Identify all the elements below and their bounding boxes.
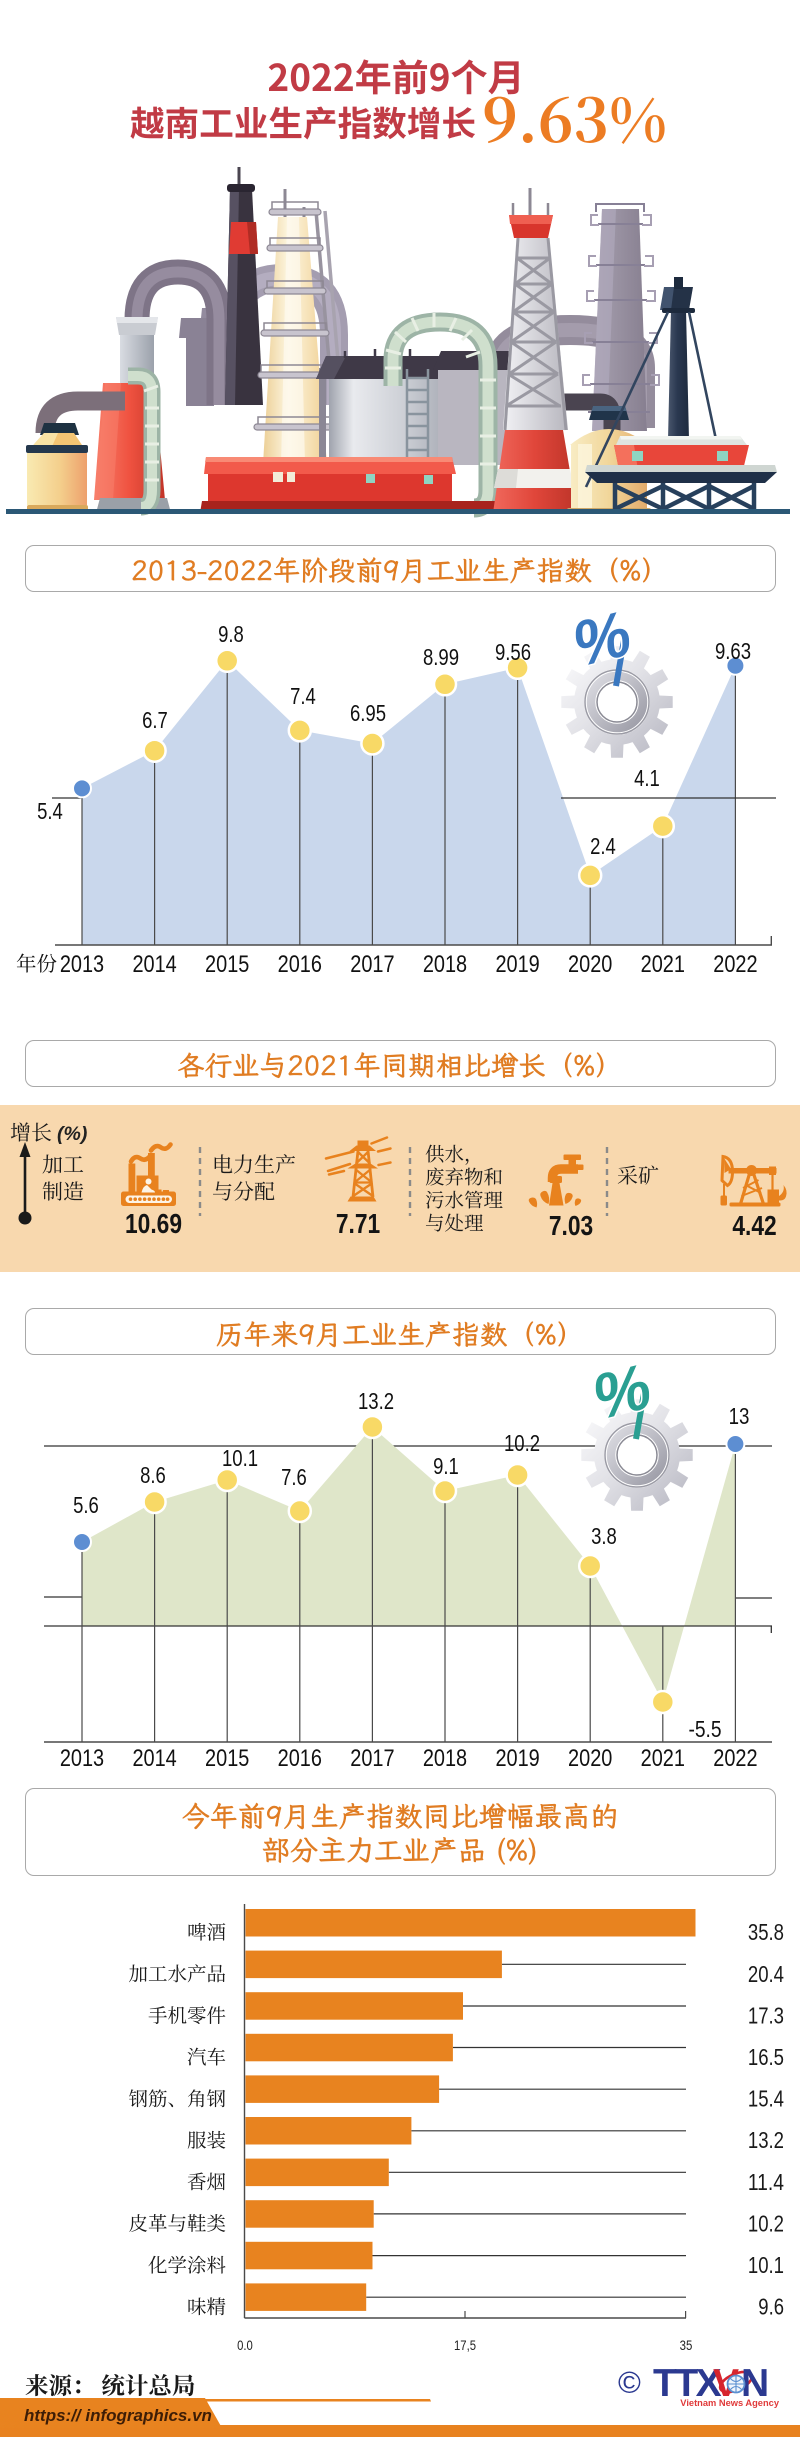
svg-text:17,5: 17,5 [454, 2337, 476, 2353]
svg-text:10.69: 10.69 [125, 1208, 182, 1239]
svg-text:10.1: 10.1 [748, 2252, 784, 2278]
svg-text:15.4: 15.4 [748, 2086, 784, 2112]
svg-text:2019: 2019 [495, 951, 539, 978]
svg-text:©: © [618, 2365, 641, 2400]
svg-text:9.56: 9.56 [495, 639, 531, 665]
svg-text:11.4: 11.4 [748, 2169, 784, 2195]
svg-text:9.8: 9.8 [218, 621, 244, 647]
svg-text:2019: 2019 [495, 1745, 539, 1772]
svg-text:3.8: 3.8 [591, 1523, 617, 1549]
svg-text:13.2: 13.2 [748, 2127, 784, 2153]
svg-text:7.6: 7.6 [281, 1464, 307, 1490]
svg-text:7.71: 7.71 [336, 1208, 380, 1239]
svg-text:2017: 2017 [350, 1745, 394, 1772]
svg-text:2021: 2021 [641, 951, 685, 978]
svg-text:2020: 2020 [568, 951, 612, 978]
svg-text:2018: 2018 [423, 951, 467, 978]
svg-text:20.4: 20.4 [748, 1961, 784, 1987]
svg-text:(%): (%) [57, 1123, 87, 1145]
svg-text:2015: 2015 [205, 951, 249, 978]
svg-text:10.1: 10.1 [222, 1445, 258, 1471]
svg-text:2014: 2014 [132, 1745, 176, 1772]
svg-text:N: N [741, 2362, 767, 2405]
svg-text:2014: 2014 [132, 951, 176, 978]
svg-text:13.2: 13.2 [358, 1388, 394, 1414]
svg-text:Vietnam News Agency: Vietnam News Agency [680, 2398, 780, 2408]
svg-text:2021: 2021 [641, 1745, 685, 1772]
svg-text:9.6: 9.6 [758, 2294, 784, 2320]
svg-text:2016: 2016 [278, 1745, 322, 1772]
svg-text:7.4: 7.4 [290, 683, 316, 709]
svg-text:13: 13 [729, 1403, 750, 1429]
svg-text:10.2: 10.2 [748, 2210, 784, 2236]
svg-text:4.1: 4.1 [634, 765, 660, 791]
svg-text:35.8: 35.8 [748, 1919, 784, 1945]
svg-text:TTX: TTX [653, 2362, 722, 2405]
svg-text:2020: 2020 [568, 1745, 612, 1772]
svg-text:8.99: 8.99 [423, 644, 459, 670]
svg-text:6.95: 6.95 [350, 700, 386, 726]
svg-text:10.2: 10.2 [504, 1430, 540, 1456]
svg-text:2022: 2022 [713, 951, 757, 978]
svg-text:2015: 2015 [205, 1745, 249, 1772]
svg-text:7.03: 7.03 [549, 1210, 593, 1241]
svg-text:2013: 2013 [60, 1745, 104, 1772]
svg-text:https:// infographics.vn: https:// infographics.vn [24, 2406, 212, 2425]
svg-text:5.6: 5.6 [73, 1492, 99, 1518]
svg-text:17.3: 17.3 [748, 2003, 784, 2029]
svg-text:-5.5: -5.5 [688, 1716, 721, 1742]
svg-text:9.63: 9.63 [715, 638, 751, 664]
svg-text:2.4: 2.4 [590, 833, 616, 859]
svg-text:6.7: 6.7 [142, 707, 168, 733]
svg-text:9.1: 9.1 [433, 1453, 459, 1479]
svg-text:8.6: 8.6 [140, 1462, 166, 1488]
svg-text:5.4: 5.4 [37, 798, 63, 824]
svg-text:2013: 2013 [60, 951, 104, 978]
svg-text:%: % [565, 600, 638, 680]
svg-text:2018: 2018 [423, 1745, 467, 1772]
svg-text:16.5: 16.5 [748, 2044, 784, 2070]
svg-text:2022: 2022 [713, 1745, 757, 1772]
svg-text:2017: 2017 [350, 951, 394, 978]
svg-text:35: 35 [680, 2337, 693, 2353]
svg-text:0.0: 0.0 [237, 2337, 253, 2353]
svg-text:4.42: 4.42 [732, 1210, 776, 1241]
svg-text:2016: 2016 [278, 951, 322, 978]
